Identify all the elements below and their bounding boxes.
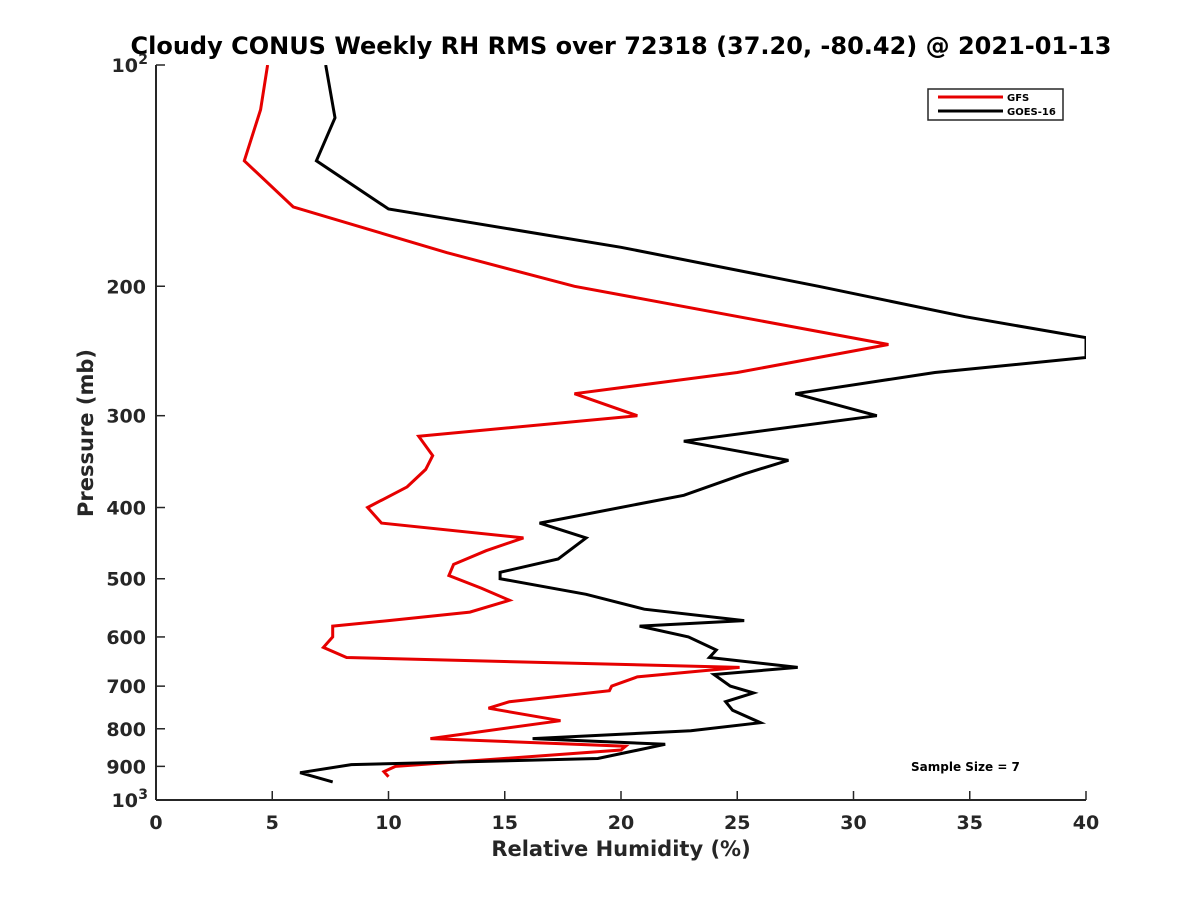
legend-box: [927, 88, 1064, 121]
series-line-gfs: [242, 65, 889, 778]
plot-area: [156, 65, 1086, 800]
y-tick-exponent: 3: [138, 787, 148, 803]
y-tick-label: 800: [106, 719, 146, 741]
x-tick-label: 15: [492, 812, 518, 834]
x-tick-label: 0: [149, 812, 162, 834]
legend: GFS GOES-16: [927, 88, 1064, 121]
x-tick-label: 35: [957, 812, 983, 834]
y-axis-label: Pressure (mb): [74, 349, 98, 517]
x-tick-label: 10: [375, 812, 401, 834]
y-tick-label: 10: [112, 55, 138, 77]
x-tick-label: 20: [608, 812, 634, 834]
y-tick-label: 200: [106, 276, 146, 298]
series-line-goes16: [299, 65, 1086, 784]
sample-size-annotation: Sample Size = 7: [911, 760, 1020, 774]
x-tick-label: 25: [724, 812, 750, 834]
y-tick-label: 900: [106, 756, 146, 778]
y-tick-label: 300: [106, 406, 146, 428]
x-tick-label: 5: [266, 812, 279, 834]
series-layer: [242, 65, 1086, 784]
y-tick-label: 10: [112, 790, 138, 812]
chart-title: Cloudy CONUS Weekly RH RMS over 72318 (3…: [131, 32, 1112, 60]
y-tick-label: 500: [106, 569, 146, 591]
x-tick-label: 30: [840, 812, 866, 834]
y-tick-label: 600: [106, 627, 146, 649]
y-tick-label: 400: [106, 498, 146, 520]
y-tick-exponent: 2: [138, 52, 148, 68]
y-tick-label: 700: [106, 676, 146, 698]
x-axis-label: Relative Humidity (%): [491, 837, 750, 861]
x-tick-label: 40: [1073, 812, 1099, 834]
legend-entry-gfs: GFS: [1007, 93, 1029, 104]
legend-entry-goes16: GOES-16: [1007, 107, 1056, 118]
